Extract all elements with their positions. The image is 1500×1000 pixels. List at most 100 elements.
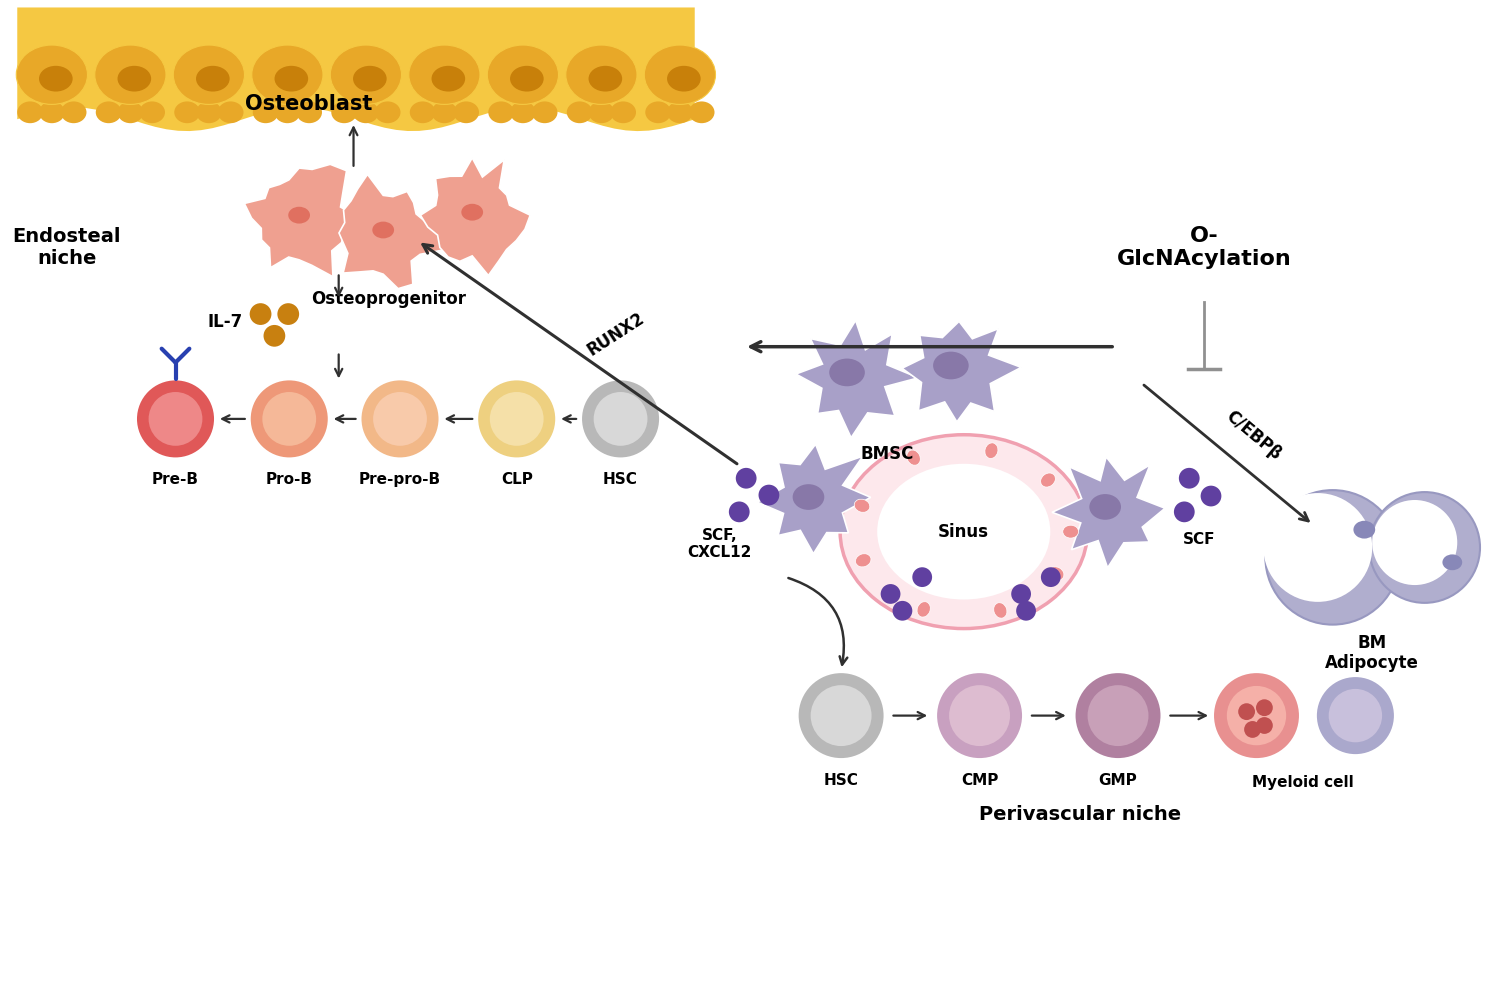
Ellipse shape	[688, 101, 714, 123]
Circle shape	[249, 303, 272, 325]
Text: Pre-B: Pre-B	[152, 472, 200, 487]
Ellipse shape	[297, 101, 322, 123]
Ellipse shape	[174, 101, 200, 123]
Circle shape	[1256, 717, 1274, 734]
Circle shape	[912, 567, 932, 587]
Circle shape	[950, 685, 1010, 746]
Text: HSC: HSC	[603, 472, 638, 487]
Ellipse shape	[288, 207, 310, 224]
Circle shape	[1041, 567, 1060, 587]
Circle shape	[810, 685, 871, 746]
Text: SCF: SCF	[1184, 532, 1215, 547]
Ellipse shape	[1048, 567, 1064, 580]
Ellipse shape	[668, 66, 700, 92]
Ellipse shape	[94, 45, 166, 104]
Circle shape	[1179, 468, 1200, 489]
Text: Sinus: Sinus	[938, 523, 988, 541]
Ellipse shape	[117, 66, 152, 92]
Circle shape	[477, 379, 556, 458]
Ellipse shape	[196, 101, 222, 123]
Ellipse shape	[1041, 473, 1056, 487]
Ellipse shape	[39, 101, 64, 123]
Circle shape	[1088, 685, 1149, 746]
Ellipse shape	[878, 464, 1050, 599]
Ellipse shape	[510, 101, 536, 123]
Ellipse shape	[1064, 525, 1078, 538]
Text: Osteoprogenitor: Osteoprogenitor	[310, 290, 465, 308]
Text: GMP: GMP	[1098, 773, 1137, 788]
Ellipse shape	[39, 66, 72, 92]
Text: C/EBPβ: C/EBPβ	[1222, 407, 1284, 464]
Circle shape	[1074, 672, 1161, 759]
Text: HSC: HSC	[824, 773, 858, 788]
Ellipse shape	[610, 101, 636, 123]
Ellipse shape	[462, 204, 483, 221]
Circle shape	[1266, 490, 1400, 625]
Circle shape	[1238, 703, 1256, 720]
Circle shape	[580, 379, 660, 458]
Polygon shape	[244, 164, 360, 277]
Text: IL-7: IL-7	[207, 313, 243, 331]
Ellipse shape	[840, 435, 1088, 629]
Ellipse shape	[18, 101, 44, 123]
Circle shape	[892, 601, 912, 621]
Ellipse shape	[830, 359, 866, 386]
Circle shape	[594, 392, 648, 446]
Circle shape	[374, 392, 427, 446]
Ellipse shape	[453, 101, 478, 123]
Ellipse shape	[352, 101, 378, 123]
Ellipse shape	[488, 45, 558, 104]
Circle shape	[148, 392, 202, 446]
Ellipse shape	[432, 66, 465, 92]
Ellipse shape	[566, 45, 638, 104]
Text: O-
GlcNAcylation: O- GlcNAcylation	[1116, 226, 1292, 269]
Circle shape	[360, 379, 440, 458]
Polygon shape	[420, 158, 530, 276]
Ellipse shape	[993, 603, 1006, 618]
Ellipse shape	[645, 101, 670, 123]
Ellipse shape	[254, 101, 279, 123]
Ellipse shape	[567, 101, 592, 123]
Circle shape	[936, 672, 1023, 759]
Circle shape	[1200, 486, 1221, 506]
Polygon shape	[339, 174, 446, 289]
Circle shape	[1256, 699, 1274, 716]
Ellipse shape	[217, 101, 243, 123]
Polygon shape	[18, 7, 694, 131]
Ellipse shape	[916, 602, 930, 617]
Polygon shape	[902, 321, 1022, 422]
Ellipse shape	[140, 101, 165, 123]
Ellipse shape	[196, 66, 230, 92]
Circle shape	[1263, 493, 1372, 602]
Ellipse shape	[986, 443, 998, 458]
Ellipse shape	[855, 499, 870, 512]
Circle shape	[880, 584, 900, 604]
Circle shape	[278, 303, 298, 325]
Circle shape	[729, 501, 750, 522]
Circle shape	[1329, 689, 1382, 742]
Text: Pre-pro-B: Pre-pro-B	[358, 472, 441, 487]
Ellipse shape	[375, 101, 400, 123]
Text: CMP: CMP	[962, 773, 999, 788]
Ellipse shape	[532, 101, 558, 123]
Ellipse shape	[16, 45, 87, 104]
Ellipse shape	[332, 101, 357, 123]
Circle shape	[136, 379, 214, 458]
Ellipse shape	[588, 101, 615, 123]
Text: Pro-B: Pro-B	[266, 472, 312, 487]
Ellipse shape	[855, 554, 871, 567]
Polygon shape	[796, 320, 918, 438]
Circle shape	[1316, 676, 1395, 755]
Text: Endosteal
niche: Endosteal niche	[12, 227, 122, 268]
Ellipse shape	[252, 45, 322, 104]
Ellipse shape	[1089, 494, 1120, 520]
Ellipse shape	[792, 484, 825, 510]
Ellipse shape	[62, 101, 87, 123]
Circle shape	[249, 379, 328, 458]
Circle shape	[1244, 721, 1262, 738]
Circle shape	[1016, 601, 1036, 621]
Circle shape	[1011, 584, 1031, 604]
Text: Perivascular niche: Perivascular niche	[980, 805, 1182, 824]
Text: SCF,
CXCL12: SCF, CXCL12	[687, 528, 752, 560]
Text: BMSC: BMSC	[861, 445, 915, 463]
